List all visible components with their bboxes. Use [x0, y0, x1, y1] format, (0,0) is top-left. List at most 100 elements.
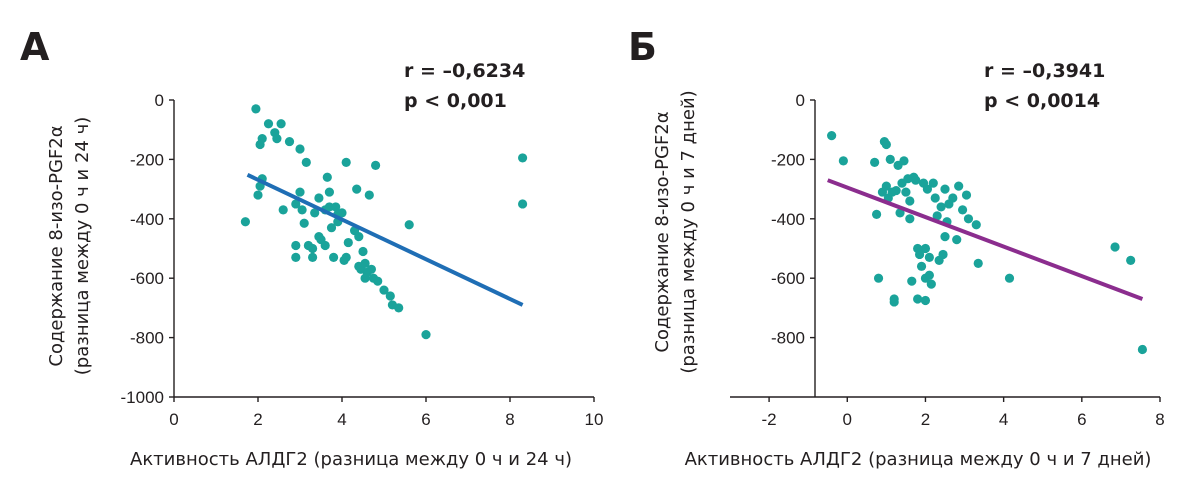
data-point-a: [276, 119, 286, 129]
panel-label-b: Б: [628, 25, 657, 69]
data-point-b: [954, 181, 964, 191]
chart-panel-a: А r = –0,6234 p < 0,001 Содержание 8-изо…: [20, 25, 603, 470]
y-axis-title-a-line1: Содержание 8-изо-PGF2α: [46, 125, 67, 366]
data-point-a: [373, 276, 383, 286]
data-point-a: [352, 184, 362, 194]
data-point-a: [385, 291, 395, 301]
x-tick-label-a: 2: [253, 410, 262, 429]
x-tick-label-b: -2: [762, 410, 777, 429]
y-tick-label-a: 0: [155, 91, 164, 110]
data-point-b: [913, 294, 923, 304]
data-point-a: [518, 199, 528, 209]
data-point-a: [341, 252, 351, 263]
data-point-a: [379, 285, 389, 295]
data-point-a: [308, 243, 318, 254]
data-point-a: [291, 199, 301, 209]
data-point-b: [952, 234, 962, 245]
y-axis-title-b-line1: Содержание 8-изо-PGF2α: [652, 111, 673, 352]
chart-panel-b: Б r = –0,3941 p < 0,0014 Содержание 8-из…: [628, 25, 1165, 470]
x-tick-label-a: 4: [337, 410, 346, 429]
data-point-a: [291, 252, 301, 263]
data-point-b: [901, 187, 911, 197]
x-tick-label-b: 8: [1155, 410, 1164, 429]
x-axis-title-b: Активность АЛДГ2 (разница между 0 ч и 7 …: [685, 449, 1152, 470]
data-point-a: [324, 187, 334, 197]
p-value-b: p < 0,0014: [984, 90, 1100, 112]
data-point-a: [284, 136, 295, 147]
x-axis-title-a: Активность АЛДГ2 (разница между 0 ч и 24…: [130, 449, 572, 470]
x-tick-label-a: 8: [505, 410, 514, 429]
data-point-b: [911, 175, 921, 185]
data-point-a: [308, 252, 318, 263]
y-tick-label-a: -1000: [121, 388, 164, 407]
correlation-r-b: r = –0,3941: [984, 60, 1105, 82]
regression-line-a: [246, 173, 524, 307]
data-point-b: [873, 273, 884, 283]
x-tick-label-b: 2: [921, 410, 930, 429]
data-point-b: [957, 205, 968, 215]
data-point-a: [240, 217, 250, 227]
x-tick-label-a: 10: [585, 410, 604, 429]
data-point-a: [278, 205, 288, 215]
data-point-a: [295, 144, 305, 154]
panel-label-a: А: [20, 25, 50, 69]
data-point-a: [295, 187, 305, 197]
data-point-b: [916, 261, 927, 271]
data-point-a: [263, 119, 274, 129]
data-point-b: [1126, 255, 1136, 265]
x-tick-label-a: 6: [421, 410, 430, 429]
data-point-b: [827, 131, 837, 141]
data-point-a: [343, 237, 353, 248]
data-point-b: [895, 208, 905, 218]
y-tick-label-a: -600: [130, 269, 164, 288]
x-tick-label-b: 6: [1077, 410, 1086, 429]
data-point-b: [881, 181, 891, 191]
data-point-a: [324, 202, 334, 212]
plot-area-a: 0 -200 -400 -600 -800 -1000 0 2 4 6 8 10: [121, 91, 604, 429]
y-axis-title-a-line2: (разница между 0 ч и 24 ч): [72, 117, 93, 375]
data-point-a: [329, 252, 339, 263]
data-point-b: [971, 220, 981, 230]
y-tick-label-a: -800: [130, 329, 164, 348]
data-point-a: [326, 223, 337, 233]
data-point-b: [885, 154, 895, 164]
data-point-a: [518, 153, 528, 163]
data-point-b: [926, 279, 936, 289]
y-axis-title-b-line2: (разница между 0 ч и 7 дней): [678, 90, 699, 373]
data-point-b: [920, 243, 931, 254]
data-point-b: [936, 202, 946, 212]
data-point-b: [891, 185, 901, 196]
y-tick-label-a: -400: [130, 210, 164, 229]
plot-area-b: 0 -200 -400 -600 -800 -2 0 2 4 6 8: [730, 91, 1165, 429]
y-tick-label-b: -800: [771, 329, 805, 348]
data-point-a: [341, 157, 351, 167]
data-point-b: [973, 258, 983, 268]
x-tick-label-b: 4: [999, 410, 1008, 429]
data-point-b: [924, 252, 934, 263]
data-point-b: [940, 232, 950, 242]
data-point-a: [253, 190, 263, 200]
data-point-a: [331, 202, 341, 212]
data-point-b: [899, 156, 909, 166]
data-point-b: [1110, 242, 1120, 252]
data-point-a: [354, 232, 364, 242]
data-point-a: [322, 172, 332, 182]
data-point-b: [1137, 344, 1148, 355]
data-point-a: [404, 220, 414, 230]
data-point-b: [938, 249, 948, 260]
data-point-b: [838, 156, 848, 166]
data-point-a: [394, 303, 404, 313]
data-point-b: [905, 196, 915, 206]
data-point-a: [366, 264, 376, 274]
y-tick-label-b: -200: [771, 150, 805, 169]
data-point-a: [364, 190, 374, 200]
data-point-a: [251, 104, 261, 114]
data-point-a: [299, 218, 309, 228]
y-tick-label-b: 0: [796, 91, 805, 110]
p-value-a: p < 0,001: [404, 90, 507, 112]
data-point-b: [961, 190, 972, 200]
data-point-b: [922, 184, 933, 194]
data-point-b: [932, 211, 942, 221]
data-point-b: [963, 214, 974, 224]
